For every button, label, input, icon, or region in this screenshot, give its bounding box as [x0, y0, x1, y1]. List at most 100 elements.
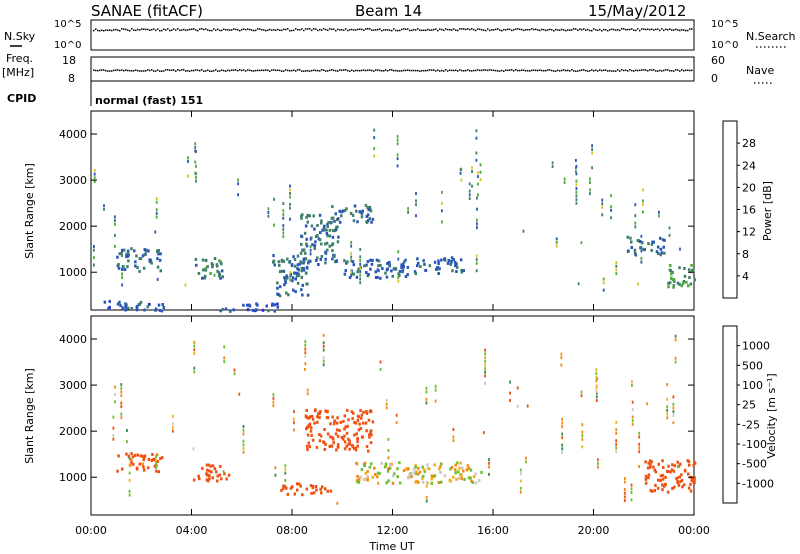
- freq-point: [283, 70, 285, 72]
- echo-cell: [331, 229, 335, 233]
- echo-cell: [450, 256, 454, 260]
- nsky-point: [681, 29, 683, 31]
- echo-cell: [452, 435, 455, 439]
- nsky-point: [595, 29, 597, 31]
- nsky-point: [195, 29, 197, 31]
- echo-cell: [631, 408, 634, 412]
- echo-cell: [642, 210, 644, 214]
- nsky-point: [651, 28, 653, 30]
- echo-cell: [580, 390, 583, 394]
- echo-cell: [220, 477, 223, 481]
- echo-cell: [437, 267, 440, 271]
- nsky-point: [445, 28, 447, 30]
- echo-cell: [306, 213, 309, 217]
- velocity-echoes: [112, 333, 697, 505]
- nsky-point: [399, 29, 401, 32]
- echo-cell: [519, 468, 522, 472]
- echo-cell: [681, 282, 685, 285]
- echo-cell: [519, 472, 522, 476]
- echo-cell: [326, 416, 330, 420]
- echo-cell: [314, 240, 317, 244]
- echo-cell: [374, 473, 377, 476]
- freq-point: [335, 69, 337, 72]
- nsky-point: [137, 28, 139, 31]
- echo-cell: [120, 383, 123, 387]
- echo-cell: [204, 268, 208, 272]
- freq-point: [503, 70, 505, 72]
- echo-cell: [233, 368, 236, 372]
- freq-label: Freq.: [6, 52, 33, 65]
- echo-cell: [447, 259, 450, 262]
- freq-point: [665, 69, 667, 71]
- freq-point: [459, 69, 461, 71]
- freq-point: [445, 69, 447, 71]
- nsky-point: [163, 28, 165, 30]
- freq-point: [375, 69, 377, 71]
- colorbar-tick-label: -25: [742, 418, 760, 431]
- echo-cell: [391, 481, 395, 485]
- echo-cell: [289, 274, 292, 278]
- nsky-point: [567, 29, 569, 31]
- echo-cell: [121, 283, 123, 287]
- freq-point: [247, 69, 249, 71]
- echo-cell: [361, 209, 364, 213]
- echo-cell: [595, 375, 598, 379]
- echo-cell: [680, 479, 684, 482]
- echo-cell: [563, 177, 566, 181]
- echo-cell: [637, 282, 639, 286]
- nsky-point: [247, 28, 249, 30]
- echo-cell: [672, 395, 675, 399]
- echo-cell: [304, 347, 307, 351]
- freq-point: [499, 70, 501, 72]
- echo-cell: [155, 464, 158, 468]
- echo-cell: [666, 397, 669, 401]
- echo-cell: [313, 244, 317, 248]
- freq-point: [253, 70, 255, 72]
- nsky-point: [485, 29, 487, 32]
- echo-cell: [352, 219, 356, 223]
- freq-point: [121, 69, 123, 71]
- echo-cell: [93, 256, 95, 260]
- nsky-point: [423, 29, 425, 31]
- echo-cell: [155, 469, 158, 473]
- echo-cell: [509, 399, 511, 402]
- freq-point: [453, 69, 455, 72]
- echo-cell: [193, 348, 196, 352]
- echo-cell: [345, 444, 348, 448]
- echo-cell: [282, 202, 285, 205]
- echo-cell: [474, 472, 477, 476]
- echo-cell: [629, 236, 632, 240]
- velocity-colorbar-label: Velocity [m s⁻¹]: [765, 373, 778, 458]
- echo-cell: [630, 246, 633, 249]
- echo-cell: [351, 444, 354, 447]
- freq-point: [155, 70, 157, 72]
- echo-cell: [367, 272, 370, 276]
- freq-point: [555, 70, 557, 72]
- echo-cell: [291, 279, 294, 283]
- echo-cell: [359, 475, 362, 479]
- echo-cell: [143, 248, 146, 252]
- echo-cell: [346, 408, 349, 412]
- nsky-point: [493, 29, 495, 31]
- echo-cell: [304, 224, 308, 228]
- echo-cell: [335, 225, 338, 229]
- freq-point: [299, 69, 301, 71]
- echo-cell: [672, 413, 675, 417]
- echo-cell: [324, 487, 327, 491]
- echo-cell: [335, 428, 339, 432]
- echo-cell: [597, 458, 599, 462]
- nsky-point: [643, 28, 645, 30]
- echo-cell: [284, 467, 287, 471]
- echo-cell: [359, 255, 362, 259]
- freq-point: [251, 70, 253, 72]
- echo-cell: [642, 199, 644, 203]
- echo-cell: [634, 221, 637, 225]
- echo-cell: [326, 225, 329, 228]
- echo-cell: [355, 275, 359, 279]
- freq-point: [135, 69, 137, 71]
- nsky-point: [657, 28, 659, 30]
- freq-point: [651, 69, 653, 71]
- echo-cell: [159, 269, 162, 273]
- echo-cell: [255, 302, 258, 306]
- echo-cell: [121, 467, 124, 471]
